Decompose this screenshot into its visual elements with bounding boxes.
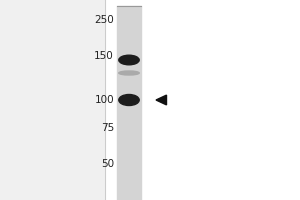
Bar bbox=[105, 0, 300, 200]
Text: 100: 100 bbox=[94, 95, 114, 105]
Text: 75: 75 bbox=[101, 123, 114, 133]
Text: 250: 250 bbox=[94, 15, 114, 25]
Bar bbox=[117, 6, 141, 200]
Ellipse shape bbox=[119, 55, 139, 65]
Ellipse shape bbox=[119, 95, 139, 106]
Ellipse shape bbox=[119, 71, 139, 75]
Polygon shape bbox=[156, 95, 166, 105]
Text: 50: 50 bbox=[101, 159, 114, 169]
Text: 150: 150 bbox=[94, 51, 114, 61]
